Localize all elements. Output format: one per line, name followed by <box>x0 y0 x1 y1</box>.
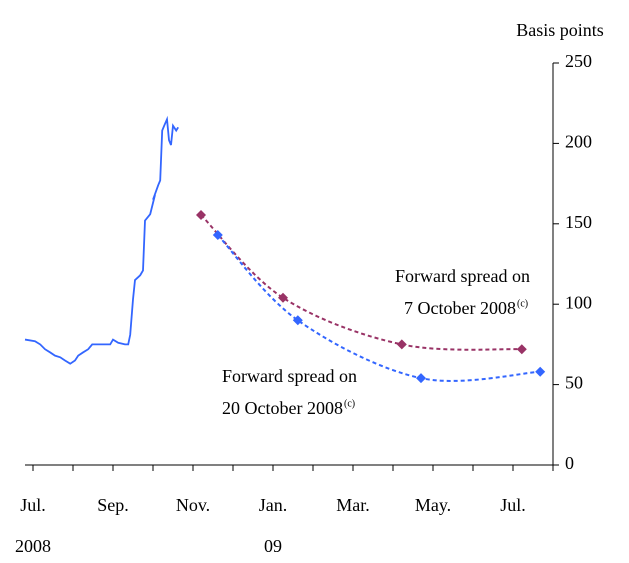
x-tick-label: May. <box>415 495 451 515</box>
y-axis-label: Basis points <box>516 20 604 40</box>
y-tick-label: 50 <box>565 373 583 393</box>
y-tick-label: 100 <box>565 292 592 312</box>
x-tick-label: Nov. <box>176 495 210 515</box>
annotation: 7 October 2008 <box>404 298 516 318</box>
x-year-label: 09 <box>264 536 282 556</box>
x-tick-label: Sep. <box>97 495 129 515</box>
x-tick-label: Jul. <box>20 495 46 515</box>
x-tick-label: Jan. <box>259 495 288 515</box>
series-line <box>24 115 179 365</box>
y-tick-label: 0 <box>565 453 574 473</box>
diamond-marker <box>292 315 303 326</box>
annotation-sup: (c) <box>344 398 355 409</box>
diamond-marker <box>416 373 426 384</box>
diamond-marker <box>516 344 527 355</box>
annotation: Forward spread on <box>395 266 530 286</box>
series-line <box>217 234 541 382</box>
annotation-sup: (c) <box>517 298 528 309</box>
annotation: Forward spread on <box>222 366 357 386</box>
x-tick-label: Jul. <box>500 495 526 515</box>
y-tick-label: 200 <box>565 132 592 152</box>
diamond-marker <box>396 339 407 350</box>
diamond-marker <box>196 209 206 220</box>
y-tick-label: 150 <box>565 212 592 232</box>
annotation: 20 October 2008 <box>222 398 343 418</box>
y-tick-label: 250 <box>565 51 592 71</box>
diamond-marker <box>278 292 288 303</box>
diamond-marker <box>212 230 223 241</box>
x-tick-label: Mar. <box>336 495 370 515</box>
x-year-label: 2008 <box>15 536 51 556</box>
diamond-marker <box>535 366 546 377</box>
